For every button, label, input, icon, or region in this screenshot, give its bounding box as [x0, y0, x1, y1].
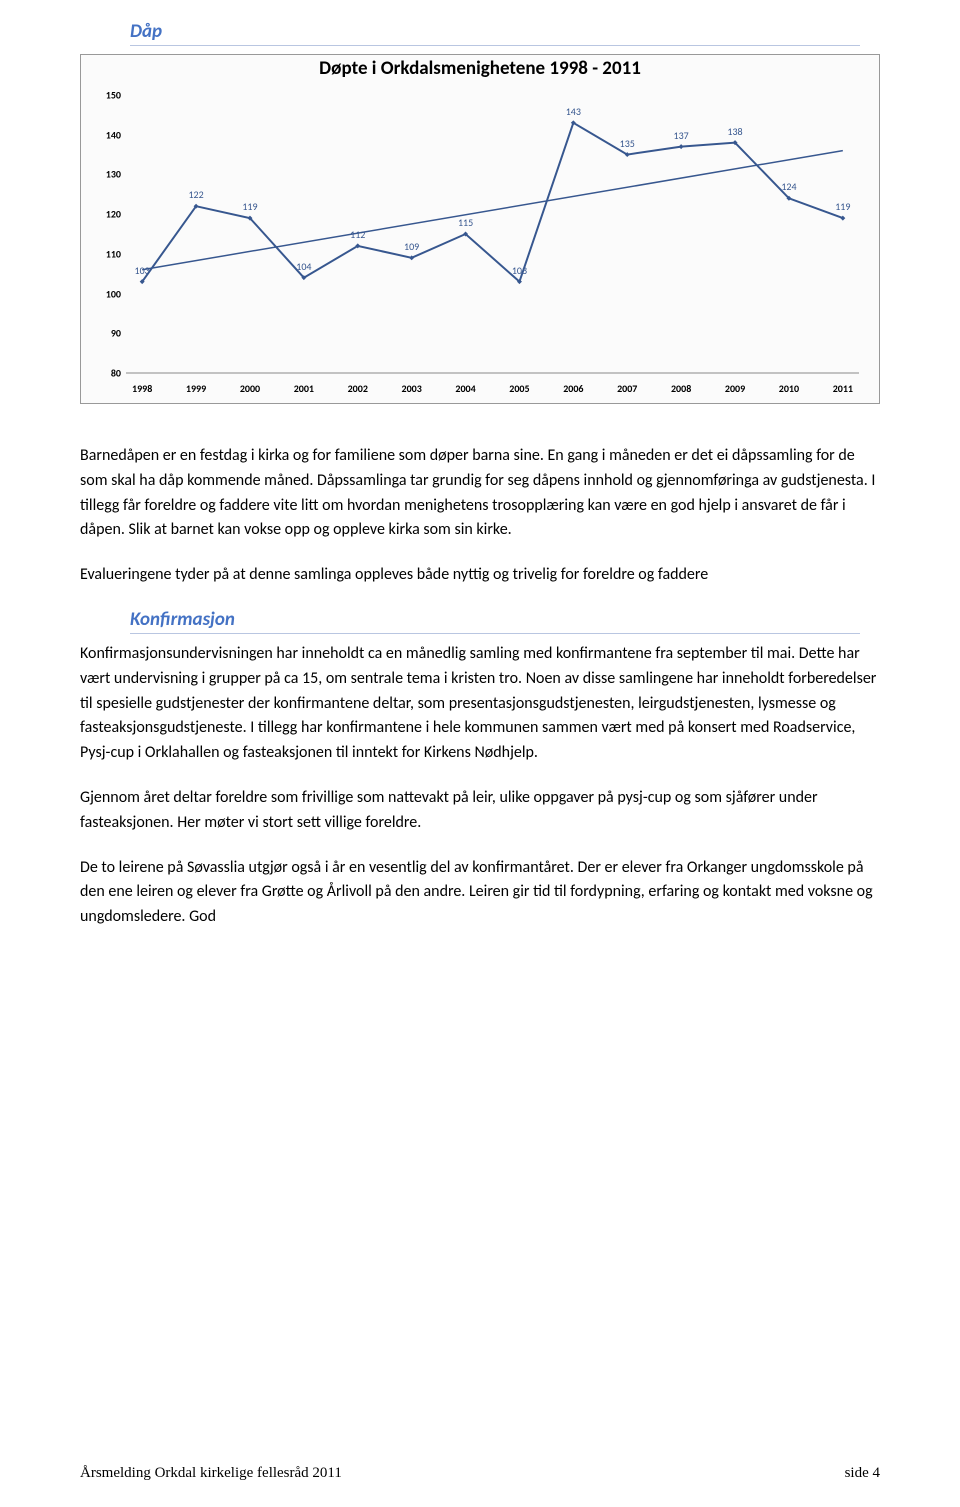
chart-data-label: 103 — [135, 263, 150, 276]
paragraph-konf-1: Konfirmasjonsundervisningen har innehold… — [80, 642, 880, 766]
paragraph-konf-2: Gjennom året deltar foreldre som frivill… — [80, 786, 880, 836]
chart-data-label: 124 — [781, 180, 796, 193]
chart-x-tick: 2004 — [455, 382, 475, 395]
chart-y-tick: 130 — [91, 168, 121, 181]
paragraph-konf-3: De to leirene på Søvasslia utgjør også i… — [80, 856, 880, 930]
chart-y-tick: 110 — [91, 247, 121, 260]
chart-x-tick: 2000 — [240, 382, 260, 395]
chart-x-tick: 1998 — [132, 382, 152, 395]
chart-svg — [126, 95, 859, 373]
chart-data-label: 109 — [404, 240, 419, 253]
chart-x-tick: 2009 — [725, 382, 745, 395]
chart-x-tick: 2001 — [294, 382, 314, 395]
chart-x-tick: 2005 — [509, 382, 529, 395]
chart-data-label: 104 — [296, 259, 311, 272]
chart-data-label: 112 — [350, 228, 365, 241]
paragraph-dap-1: Barnedåpen er en festdag i kirka og for … — [80, 444, 880, 543]
chart-title: Døpte i Orkdalsmenighetene 1998 - 2011 — [81, 57, 879, 80]
chart-data-label: 115 — [458, 216, 473, 229]
chart-y-tick: 90 — [91, 327, 121, 340]
heading-konfirmasjon: Konfirmasjon — [130, 608, 860, 634]
chart-x-tick: 2003 — [402, 382, 422, 395]
chart-data-label: 135 — [620, 136, 635, 149]
chart-data-label: 137 — [674, 128, 689, 141]
chart-data-label: 119 — [835, 200, 850, 213]
chart-data-label: 122 — [188, 188, 203, 201]
chart-x-tick: 2002 — [348, 382, 368, 395]
chart-x-tick: 2011 — [833, 382, 853, 395]
chart-x-tick: 2008 — [671, 382, 691, 395]
chart-data-label: 103 — [512, 263, 527, 276]
chart-dopte: Døpte i Orkdalsmenighetene 1998 - 2011 8… — [80, 54, 880, 404]
footer-left: Årsmelding Orkdal kirkelige fellesråd 20… — [80, 1465, 342, 1482]
chart-x-tick: 2007 — [617, 382, 637, 395]
chart-plot-area: 8090100110120130140150 19981999200020012… — [126, 95, 859, 373]
paragraph-dap-2: Evalueringene tyder på at denne samlinga… — [80, 563, 880, 588]
chart-y-tick: 100 — [91, 287, 121, 300]
chart-data-label: 143 — [566, 105, 581, 118]
chart-data-label: 138 — [727, 124, 742, 137]
chart-y-tick: 80 — [91, 367, 121, 380]
chart-y-tick: 120 — [91, 208, 121, 221]
chart-x-tick: 2006 — [563, 382, 583, 395]
heading-dap: Dåp — [130, 20, 860, 46]
chart-data-label: 119 — [242, 200, 257, 213]
chart-x-tick: 1999 — [186, 382, 206, 395]
chart-y-tick: 150 — [91, 89, 121, 102]
chart-x-tick: 2010 — [779, 382, 799, 395]
footer-right: side 4 — [845, 1465, 880, 1482]
chart-y-tick: 140 — [91, 128, 121, 141]
